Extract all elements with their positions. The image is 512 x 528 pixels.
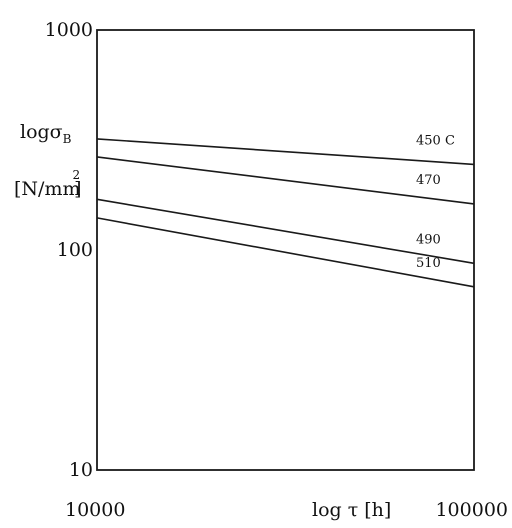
series-line-4 bbox=[96, 217, 475, 288]
series-line-1 bbox=[96, 138, 475, 166]
x-axis-label: log τ [h] bbox=[312, 499, 391, 521]
y-tick-label: 10 bbox=[69, 459, 93, 481]
series-label-layer: 450 C 470 490 510 bbox=[416, 133, 455, 270]
series-line-3 bbox=[96, 198, 475, 265]
plot-frame bbox=[96, 29, 475, 471]
x-tick-labels: 10000 100000 bbox=[65, 499, 508, 521]
series-label-1: 450 C bbox=[416, 133, 455, 148]
series-label-2: 470 bbox=[416, 173, 441, 188]
y-tick-labels: 10 100 1000 bbox=[45, 19, 93, 481]
y-axis-label: logσB bbox=[20, 121, 72, 146]
x-tick-label: 10000 bbox=[65, 499, 125, 521]
series-label-4: 510 bbox=[416, 256, 441, 271]
x-tick-label: 100000 bbox=[435, 499, 508, 521]
series-label-3: 490 bbox=[416, 232, 441, 247]
series-layer bbox=[96, 138, 475, 288]
series-line-2 bbox=[96, 156, 475, 205]
y-axis-unit: [N/mm2] bbox=[14, 168, 82, 200]
y-tick-label: 1000 bbox=[45, 19, 93, 41]
y-tick-label: 100 bbox=[57, 239, 93, 261]
